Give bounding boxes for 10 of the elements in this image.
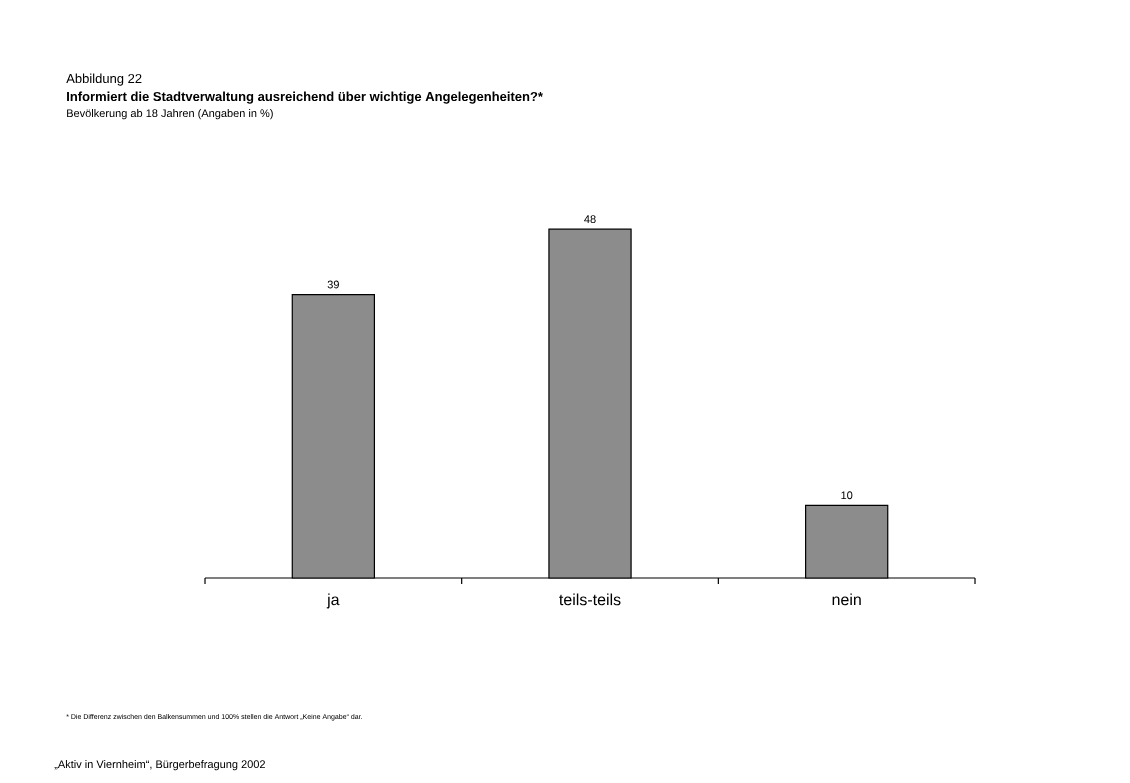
- data-label: 39: [327, 280, 339, 289]
- text: Abbildung 22: [66, 73, 142, 86]
- x-tick-label: nein: [832, 593, 861, 606]
- chart-subtitle: Bevölkerung ab 18 Jahren (Angaben in %): [67, 109, 273, 120]
- x-tick-label: teils-teils: [559, 593, 621, 606]
- text: „Aktiv in Viernheim“, Bürgerbefragung 2002: [54, 760, 265, 771]
- data-label: 10: [841, 491, 853, 500]
- chart-title: Informiert die Stadtverwaltung ausreichend über wichtige Angelegenheiten?*: [67, 91, 543, 104]
- x-tick-label: ja: [326, 593, 340, 609]
- data-label: 48: [584, 215, 596, 223]
